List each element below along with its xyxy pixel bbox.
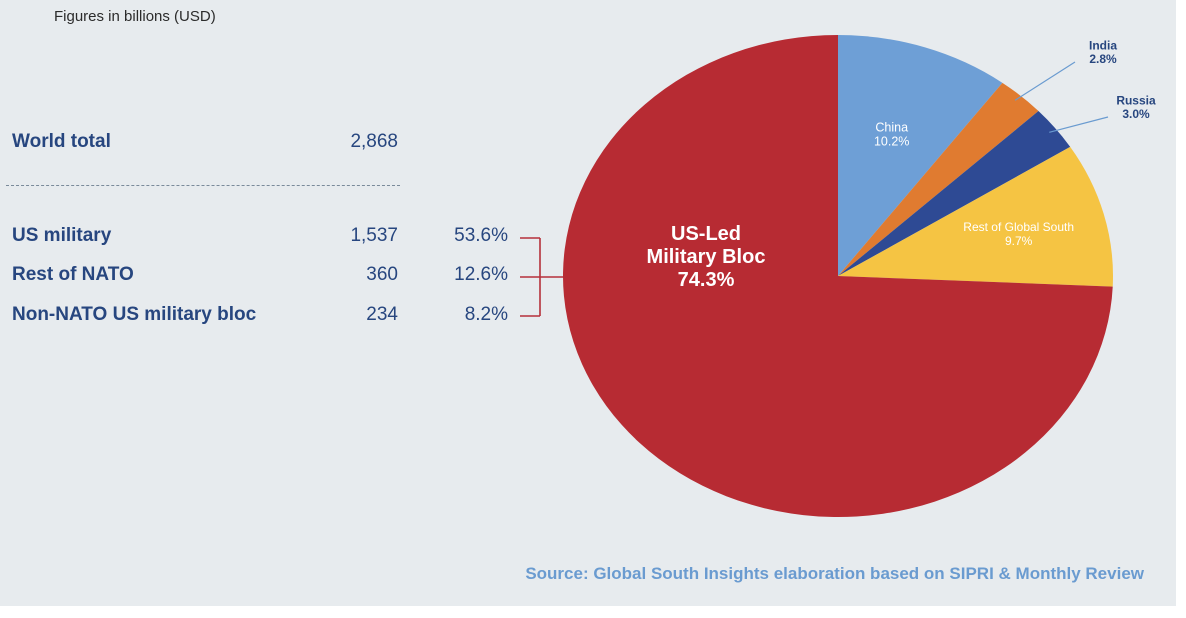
- pie-slice-china: [838, 35, 1003, 276]
- row-rest-of-nato-label: Rest of NATO: [12, 264, 134, 285]
- world-total-label: World total: [12, 131, 111, 152]
- pie-slice-us-led-military-bloc: [562, 35, 1113, 517]
- chart-subtitle: Figures in billions (USD): [54, 8, 216, 25]
- row-non-nato-label: Non-NATO US military bloc: [12, 304, 257, 325]
- pie-chart: China 10.2% India 2.8% Russia 3.0% Rest of Glo…: [562, 35, 1156, 517]
- row-us-military-pct: 53.6%: [454, 225, 508, 246]
- leader-line-russia: [1049, 116, 1109, 133]
- row-rest-of-nato-value: 360: [366, 264, 398, 285]
- chart-panel: Figures in billions (USD) World total 2,…: [0, 0, 1176, 606]
- pie-slice-russia: [838, 111, 1071, 277]
- slice-label-india: India 2.8%: [1089, 38, 1117, 66]
- pie-slice-india: [838, 82, 1039, 276]
- slice-label-rest-of-global-south: Rest of Global South 9.7%: [963, 220, 1074, 248]
- pie-slice-rest-of-global-south: [838, 146, 1113, 287]
- bloc-bracket: [520, 237, 590, 317]
- leader-line-india: [1014, 61, 1076, 101]
- world-total-value: 2,868: [350, 131, 398, 152]
- slice-label-russia: Russia 3.0%: [1116, 93, 1156, 121]
- row-us-military-value: 1,537: [350, 225, 398, 246]
- row-us-military-label: US military: [12, 225, 112, 246]
- row-rest-of-nato-pct: 12.6%: [454, 264, 508, 285]
- source-note: Source: Global South Insights elaboratio…: [525, 564, 1144, 583]
- slice-label-us-led-military-bloc: US-Led Military Bloc 74.3%: [647, 223, 766, 291]
- dashed-divider: [6, 185, 400, 186]
- row-non-nato-pct: 8.2%: [464, 304, 508, 325]
- row-non-nato-value: 234: [366, 304, 398, 325]
- slice-label-china: China 10.2%: [874, 120, 909, 148]
